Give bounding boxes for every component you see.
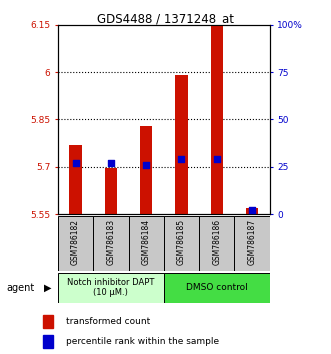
Bar: [58, 273, 164, 303]
Bar: [105, 169, 117, 214]
Bar: [199, 216, 234, 271]
Text: DMSO control: DMSO control: [186, 283, 248, 292]
Text: GSM786183: GSM786183: [106, 219, 116, 266]
Point: [179, 156, 184, 162]
Point: [144, 162, 149, 168]
Bar: [211, 25, 223, 214]
Bar: [175, 75, 188, 214]
Text: percentile rank within the sample: percentile rank within the sample: [67, 337, 219, 346]
Bar: [42, 315, 53, 327]
Bar: [93, 216, 128, 271]
Text: ▶: ▶: [44, 282, 52, 293]
Bar: [70, 145, 82, 214]
Bar: [42, 335, 53, 348]
Point: [73, 160, 78, 166]
Text: GDS4488 / 1371248_at: GDS4488 / 1371248_at: [97, 12, 234, 25]
Bar: [128, 216, 164, 271]
Text: transformed count: transformed count: [67, 317, 151, 326]
Text: GSM786184: GSM786184: [142, 219, 151, 266]
Point: [108, 160, 114, 166]
Bar: [58, 216, 93, 271]
Bar: [234, 216, 270, 271]
Bar: [164, 273, 270, 303]
Text: GSM786187: GSM786187: [248, 219, 257, 266]
Text: GSM786182: GSM786182: [71, 219, 80, 265]
Bar: [140, 126, 152, 214]
Bar: [246, 208, 258, 214]
Text: agent: agent: [7, 282, 35, 293]
Text: Notch inhibitor DAPT
(10 μM.): Notch inhibitor DAPT (10 μM.): [67, 278, 155, 297]
Text: GSM786186: GSM786186: [212, 219, 221, 266]
Point: [214, 156, 219, 162]
Text: GSM786185: GSM786185: [177, 219, 186, 266]
Point: [250, 207, 255, 213]
Bar: [164, 216, 199, 271]
